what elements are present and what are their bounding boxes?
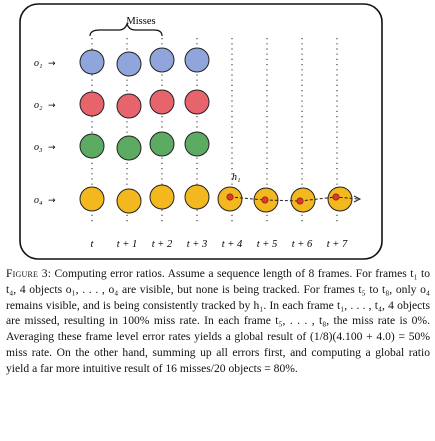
object-circle (79, 91, 105, 117)
object-label: o₃ (34, 142, 43, 153)
object-circle (79, 49, 105, 75)
object-label: o₁ (34, 58, 42, 69)
caption-label: Figure 3 (6, 267, 48, 280)
object-circle (116, 188, 142, 214)
arrow-glyph: → (48, 196, 56, 206)
figure-caption: Figure 3: Computing error ratios. Assume… (6, 266, 430, 377)
object-circle (184, 47, 210, 73)
object-circle (116, 135, 142, 161)
frame-label: t + 4 (222, 239, 243, 250)
object-circle (149, 89, 175, 115)
arrow-glyph: → (48, 143, 56, 153)
object-circle (184, 184, 210, 210)
object-circle (116, 51, 142, 77)
caption-text: : Computing error ratios. Assume a seque… (6, 267, 431, 375)
figure-frame (19, 3, 383, 260)
hypothesis-point (296, 197, 304, 205)
hypothesis-point (261, 196, 269, 204)
object-label: o₂ (34, 100, 43, 111)
object-rows: o₁ → o₂ → o₃ → o₄ → (34, 47, 353, 214)
misses-label: Misses (126, 16, 155, 27)
frame-label: t + 3 (187, 239, 208, 250)
object-circle (149, 184, 175, 210)
object-circle (79, 133, 105, 159)
object-circle (116, 93, 142, 119)
hypothesis-track: h₁ (226, 172, 362, 205)
object-label: o₄ (34, 195, 43, 206)
arrow-glyph: → (48, 101, 56, 111)
frame-label: t + 7 (327, 239, 348, 250)
hypothesis-point (226, 193, 234, 201)
hypothesis-point (332, 193, 340, 201)
object-circle (184, 89, 210, 115)
frame-label: t + 2 (152, 239, 173, 250)
object-circle (149, 131, 175, 157)
object-circle (79, 186, 105, 212)
misses-brace: Misses (89, 16, 163, 37)
frame-label: t + 1 (117, 239, 138, 250)
object-circle (184, 131, 210, 157)
object-circle (327, 186, 353, 212)
frame-label: t (91, 239, 95, 250)
track-arrowhead (353, 195, 362, 203)
hypothesis-label: h₁ (232, 172, 240, 183)
object-circle (149, 47, 175, 73)
frame-label: t + 6 (292, 239, 313, 250)
arrow-glyph: → (48, 59, 56, 69)
frame-label: t + 5 (257, 239, 278, 250)
frame-labels: t t + 1 t + 2 t + 3 t + 4 t + 5 t + 6 t + 7 (91, 239, 348, 250)
